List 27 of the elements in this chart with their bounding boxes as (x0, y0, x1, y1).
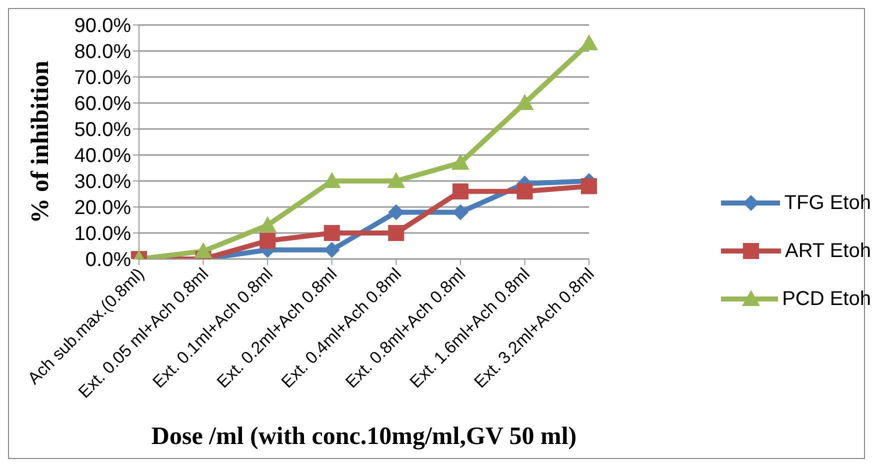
legend-label: ART Etoh (785, 240, 871, 262)
y-tick-label: 0.0% (85, 249, 132, 272)
legend-label: TFG Etoh (784, 192, 871, 214)
point (580, 34, 598, 50)
point (260, 232, 276, 249)
point (516, 94, 534, 110)
y-tick-label: 40.0% (74, 145, 132, 168)
point (194, 242, 212, 258)
point (388, 225, 404, 241)
y-tick-label: 60.0% (74, 93, 132, 116)
y-tick-label: 70.0% (74, 67, 132, 90)
y-tick-label: 30.0% (74, 171, 132, 194)
point (387, 172, 406, 188)
x-axis-title: Dose /ml (with conc.10mg/ml,GV 50 ml) (151, 423, 577, 450)
point (324, 225, 340, 241)
point (452, 183, 468, 200)
y-tick-label: 10.0% (74, 223, 132, 246)
y-axis-title: % of inhibition (26, 60, 54, 224)
point (451, 154, 470, 170)
y-tick-label: 80.0% (74, 41, 132, 64)
point (516, 183, 533, 200)
y-tick-label: 50.0% (74, 119, 132, 142)
y-tick-label: 90.0% (74, 15, 132, 38)
legend-label: PCD Etoh (782, 288, 871, 310)
point (581, 178, 597, 194)
y-tick-label: 20.0% (74, 197, 132, 220)
point (258, 216, 277, 232)
